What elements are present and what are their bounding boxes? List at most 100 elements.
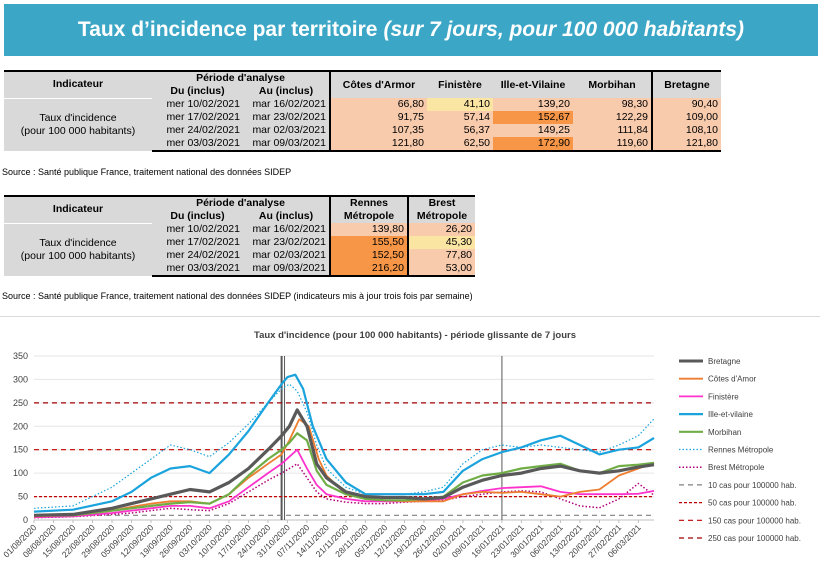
legend-label: Brest Métropole <box>708 463 765 472</box>
indicator-label-line: Taux d'incidence <box>39 236 117 249</box>
incidence-chart: Taux d'incidence (pour 100 000 habitants… <box>1 330 801 559</box>
table-cell-date: mer 10/02/2021 <box>152 98 243 111</box>
legend-label: Finistère <box>708 392 739 401</box>
legend-label: Rennes Métropole <box>708 446 774 455</box>
table-cell-date: mar 23/02/2021 <box>243 111 330 124</box>
table-cell-value: 41,10 <box>427 98 493 111</box>
table-cell-date: mar 09/03/2021 <box>243 137 330 152</box>
legend-label: 50 cas pour 100000 hab. <box>708 499 797 508</box>
table-cell-value: 26,20 <box>407 223 475 236</box>
table-cell-date: mer 24/02/2021 <box>152 249 243 262</box>
col-periode: Période d'analyse <box>152 195 330 210</box>
title-banner: Taux d’incidence par territoire (sur 7 j… <box>4 4 818 56</box>
col-indicateur: Indicateur <box>4 70 152 99</box>
table-cell-date: mar 02/03/2021 <box>243 124 330 137</box>
y-tick-label: 150 <box>13 445 28 455</box>
legend-label: Ille-et-vilaine <box>708 410 753 419</box>
table-cell-value: 121,80 <box>329 137 427 152</box>
table-cell-value: 152,67 <box>493 111 573 124</box>
indicator-label: Taux d'incidence (pour 100 000 habitants… <box>4 98 152 151</box>
col-au: Au (inclus) <box>243 85 330 98</box>
table-cell-value: 57,14 <box>427 111 493 124</box>
series-line <box>33 448 655 519</box>
table-cell-value: 121,80 <box>651 137 721 152</box>
y-tick-label: 100 <box>13 468 28 478</box>
indicator-label: Taux d'incidence (pour 100 000 habitants… <box>4 223 152 276</box>
series-line <box>34 432 655 517</box>
y-tick-label: 0 <box>23 515 28 525</box>
table-cell-date: mar 23/02/2021 <box>243 236 330 249</box>
table-cell-value: 109,00 <box>651 111 721 124</box>
table-cell-date: mer 10/02/2021 <box>152 223 243 236</box>
page-title: Taux d’incidence par territoire <box>77 18 378 41</box>
table-cell-value: 119,60 <box>573 137 652 152</box>
table-cell-value: 155,50 <box>329 236 408 249</box>
y-tick-label: 350 <box>13 351 28 361</box>
col-au: Au (inclus) <box>243 210 330 223</box>
table-cell-date: mar 09/03/2021 <box>243 262 330 277</box>
col-du: Du (inclus) <box>152 210 243 223</box>
table-cell-value: 111,84 <box>573 124 652 137</box>
table-cell-value: 66,80 <box>329 98 427 111</box>
legend-label: Morbihan <box>708 428 741 437</box>
table-cell-date: mer 17/02/2021 <box>152 111 243 124</box>
col-territory: Ille-et-Vilaine <box>493 70 573 98</box>
table-cell-value: 62,50 <box>427 137 493 152</box>
table-cell-date: mar 16/02/2021 <box>243 223 330 236</box>
table-cell-date: mer 03/03/2021 <box>152 262 243 277</box>
col-indicateur: Indicateur <box>4 195 152 224</box>
table-cell-value: 152,50 <box>329 249 408 262</box>
table-cell-value: 91,75 <box>329 111 427 124</box>
table-cell-value: 45,30 <box>407 236 475 249</box>
table-cell-value: 216,20 <box>329 262 408 277</box>
metropole-table: Indicateur Période d'analyse Rennes Bres… <box>4 195 475 277</box>
series-line <box>33 383 655 509</box>
table-cell-value: 90,40 <box>651 98 721 111</box>
col-du: Du (inclus) <box>152 85 243 98</box>
table-cell-value: 108,10 <box>651 124 721 137</box>
territory-table: Indicateur Période d'analyse Côtes d'Arm… <box>4 70 721 152</box>
table-cell-date: mer 24/02/2021 <box>152 124 243 137</box>
table-cell-date: mer 17/02/2021 <box>152 236 243 249</box>
page-subtitle: (sur 7 jours, pour 100 000 habitants) <box>383 18 745 41</box>
chart-title: Taux d'incidence (pour 100 000 habitants… <box>254 330 576 341</box>
table-cell-date: mer 03/03/2021 <box>152 137 243 152</box>
y-tick-label: 250 <box>13 398 28 408</box>
y-tick-label: 200 <box>13 421 28 431</box>
legend-label: Côtes d'Amor <box>708 375 757 384</box>
col-territory-sub: Métropole <box>329 210 408 223</box>
table-cell-value: 149,25 <box>493 124 573 137</box>
table-cell-value: 56,37 <box>427 124 493 137</box>
table-cell-value: 139,20 <box>493 98 573 111</box>
table-cell-value: 53,00 <box>407 262 475 277</box>
table-cell-value: 77,80 <box>407 249 475 262</box>
table-cell-date: mar 16/02/2021 <box>243 98 330 111</box>
divider <box>0 316 820 317</box>
source-note: Source : Santé publique France, traiteme… <box>2 167 292 177</box>
y-tick-label: 300 <box>13 374 28 384</box>
table-cell-value: 107,35 <box>329 124 427 137</box>
series-line <box>33 373 655 513</box>
table-cell-value: 122,29 <box>573 111 652 124</box>
col-territory-sub: Métropole <box>407 210 475 223</box>
series-line <box>33 408 655 517</box>
col-territory: Rennes <box>329 195 408 210</box>
table-cell-value: 98,30 <box>573 98 652 111</box>
indicator-label-line: (pour 100 000 habitants) <box>20 124 136 137</box>
legend-label: 250 cas pour 100000 hab. <box>708 534 801 543</box>
legend-label: 10 cas pour 100000 hab. <box>708 481 797 490</box>
col-territory: Morbihan <box>573 70 652 98</box>
col-territory: Bretagne <box>651 70 721 98</box>
table-cell-date: mar 02/03/2021 <box>243 249 330 262</box>
y-tick-label: 50 <box>18 492 28 502</box>
indicator-label-line: Taux d'incidence <box>39 111 117 124</box>
source-note: Source : Santé publique France, traiteme… <box>2 291 473 301</box>
col-territory: Côtes d'Armor <box>329 70 427 98</box>
table-cell-value: 172,90 <box>493 137 573 152</box>
indicator-label-line: (pour 100 000 habitants) <box>20 249 136 262</box>
legend-label: Bretagne <box>708 357 741 366</box>
table-cell-value: 139,80 <box>329 223 408 236</box>
col-territory: Brest <box>407 195 475 210</box>
col-periode: Période d'analyse <box>152 70 330 85</box>
col-territory: Finistère <box>427 70 493 98</box>
